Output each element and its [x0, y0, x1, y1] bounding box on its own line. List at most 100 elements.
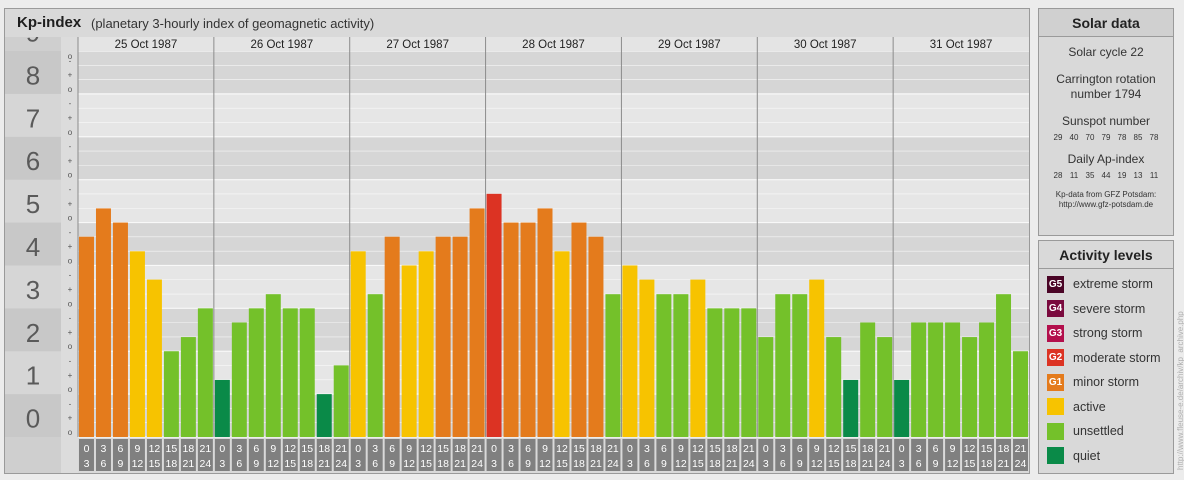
interval-cell — [146, 439, 162, 471]
sub-tick-label: + — [68, 242, 73, 251]
kp-bar — [401, 265, 417, 437]
source-text: Kp-data from GFZ Potsdam: — [1055, 190, 1157, 199]
interval-cell — [537, 439, 553, 471]
interval-end-label: 18 — [981, 458, 993, 470]
interval-cell — [418, 439, 434, 471]
interval-start-label: 12 — [964, 443, 976, 455]
legend-swatch: G3 — [1047, 324, 1064, 342]
interval-end-label: 24 — [879, 458, 891, 470]
kp-bar — [537, 208, 553, 437]
y-axis-band — [5, 265, 61, 309]
source-link[interactable]: http://www.gfz-potsdam.de — [1058, 200, 1154, 209]
interval-start-label: 21 — [200, 443, 212, 455]
interval-start-label: 15 — [709, 443, 721, 455]
interval-cell — [384, 439, 400, 471]
interval-cell — [180, 439, 196, 471]
interval-end-label: 12 — [675, 458, 687, 470]
day-label: 25 Oct 1987 — [115, 39, 178, 51]
interval-cell — [639, 439, 655, 471]
kp-bar — [588, 236, 604, 437]
interval-end-label: 9 — [933, 458, 939, 470]
sub-tick-label: - — [69, 399, 72, 408]
interval-start-label: 21 — [879, 443, 891, 455]
kp-bar — [384, 236, 400, 437]
interval-end-label: 21 — [590, 458, 602, 470]
interval-end-label: 24 — [1015, 458, 1027, 470]
interval-cell — [690, 439, 706, 471]
interval-start-label: 6 — [661, 443, 667, 455]
y-axis-band — [5, 136, 61, 180]
sub-tick-background — [61, 37, 78, 473]
kp-bar — [877, 337, 893, 437]
ap-value: 13 — [1133, 171, 1143, 180]
interval-cell — [894, 439, 910, 471]
kp-bar — [112, 222, 128, 437]
kp-bar — [520, 222, 536, 437]
interval-end-label: 15 — [964, 458, 976, 470]
sub-tick-label: o — [68, 342, 73, 351]
interval-end-label: 9 — [253, 458, 259, 470]
sub-tick-label: - — [69, 314, 72, 323]
kp-bar — [214, 379, 230, 437]
interval-cell — [367, 439, 383, 471]
legend-swatch — [1047, 398, 1064, 415]
ap-value: 19 — [1117, 171, 1127, 180]
kp-bar — [622, 265, 638, 437]
interval-cell — [928, 439, 944, 471]
interval-start-label: 15 — [166, 443, 178, 455]
legend-swatch: G4 — [1047, 300, 1064, 317]
y-axis-band — [5, 351, 61, 395]
interval-cell — [945, 439, 961, 471]
interval-start-label: 6 — [118, 443, 124, 455]
interval-start-label: 3 — [916, 443, 922, 455]
interval-start-label: 6 — [389, 443, 395, 455]
interval-start-label: 0 — [219, 443, 225, 455]
sub-tick-label: - — [69, 56, 72, 65]
interval-cell — [588, 439, 604, 471]
interval-end-label: 6 — [508, 458, 514, 470]
sub-tick-label: + — [68, 285, 73, 294]
kp-bar — [79, 236, 94, 437]
interval-start-label: 3 — [644, 443, 650, 455]
interval-cell — [282, 439, 298, 471]
kp-band — [78, 265, 1029, 309]
interval-end-label: 6 — [101, 458, 107, 470]
sub-tick-label: o — [68, 214, 73, 223]
interval-cell — [809, 439, 825, 471]
kp-bar — [639, 279, 655, 437]
interval-cell — [962, 439, 978, 471]
interval-cell — [911, 439, 927, 471]
kp-bar — [605, 294, 621, 437]
interval-cell — [333, 439, 349, 471]
interval-start-label: 12 — [556, 443, 568, 455]
kp-bar — [248, 308, 264, 437]
ap-value: 28 — [1053, 171, 1063, 180]
interval-cell — [316, 439, 332, 471]
interval-cell — [79, 439, 94, 471]
interval-end-label: 12 — [132, 458, 144, 470]
interval-end-label: 9 — [525, 458, 531, 470]
interval-cell — [979, 439, 995, 471]
interval-cell — [95, 439, 111, 471]
sub-tick-label: o — [68, 128, 73, 137]
sunspot-value: 79 — [1101, 133, 1111, 142]
interval-start-label: 3 — [236, 443, 242, 455]
interval-end-label: 15 — [420, 458, 432, 470]
interval-start-label: 9 — [950, 443, 956, 455]
interval-cell — [435, 439, 451, 471]
interval-cell — [1013, 439, 1028, 471]
kp-bar — [911, 322, 927, 437]
interval-cell — [214, 439, 230, 471]
kp-band — [78, 222, 1029, 266]
kp-band — [78, 136, 1029, 180]
interval-start-label: 18 — [183, 443, 195, 455]
carrington-label: Carrington rotation — [1056, 72, 1156, 86]
interval-cell — [622, 439, 638, 471]
kp-bar — [231, 322, 247, 437]
kp-bar — [962, 337, 978, 437]
interval-cell — [554, 439, 570, 471]
interval-cell — [996, 439, 1012, 471]
legend-swatch: G5 — [1047, 275, 1064, 293]
interval-end-label: 6 — [780, 458, 786, 470]
interval-end-label: 18 — [845, 458, 857, 470]
